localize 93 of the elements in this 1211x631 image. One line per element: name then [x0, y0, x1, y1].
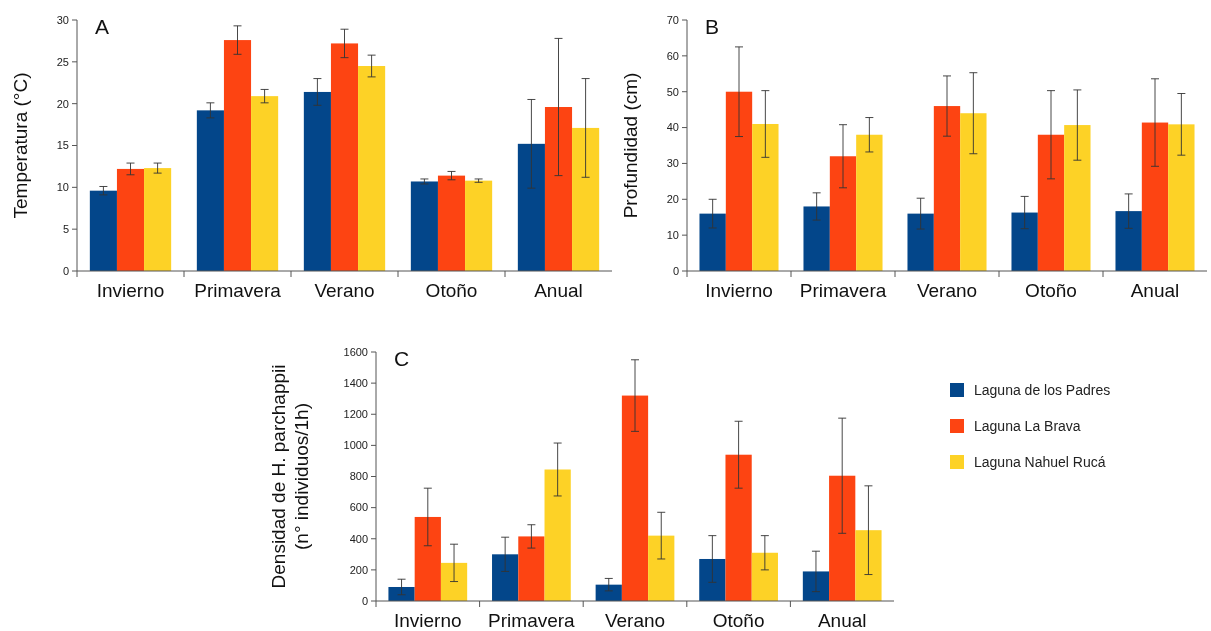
- bar: [699, 213, 726, 271]
- bar: [751, 552, 778, 601]
- bar: [855, 530, 882, 601]
- y-tick-label: 25: [56, 55, 69, 68]
- bar: [410, 181, 438, 271]
- y-tick-label: 0: [62, 264, 69, 277]
- bar: [829, 475, 856, 601]
- bar: [116, 168, 145, 271]
- bar: [517, 143, 545, 271]
- y-tick-label: 1000: [343, 439, 368, 452]
- legend-label: Laguna La Brava: [974, 417, 1081, 434]
- bar: [856, 134, 883, 271]
- x-tick-label: Otoño: [425, 280, 478, 301]
- y-tick-label: 50: [666, 85, 679, 98]
- y-tick-label: 40: [666, 121, 679, 134]
- y-tick-label: 20: [56, 97, 69, 110]
- y-tick-label: 1200: [343, 408, 368, 421]
- chart-title: B: [705, 15, 720, 38]
- y-tick-label: 400: [349, 532, 368, 545]
- bar: [802, 571, 830, 601]
- x-tick-label: Verano: [916, 280, 978, 301]
- x-tick-label: Verano: [604, 610, 666, 631]
- bar: [1141, 122, 1169, 271]
- y-tick-label: 20: [666, 193, 679, 206]
- y-tick-label: 0: [361, 594, 368, 607]
- bar: [303, 91, 331, 271]
- y-tick-label: 1600: [343, 345, 368, 358]
- bar: [358, 66, 386, 271]
- y-tick-label: 800: [349, 470, 368, 483]
- bar: [1011, 212, 1038, 271]
- x-tick-label: Anual: [1130, 280, 1180, 301]
- bar: [907, 213, 934, 271]
- x-tick-label: Invierno: [394, 610, 462, 631]
- bar: [572, 127, 600, 271]
- y-tick-label: 30: [56, 13, 69, 26]
- bar: [518, 536, 545, 601]
- y-tick-label: 1400: [343, 376, 368, 389]
- x-tick-label: Invierno: [96, 280, 165, 301]
- bar: [960, 113, 987, 271]
- bar: [595, 584, 622, 601]
- y-tick-label: 10: [56, 181, 69, 194]
- bar: [1037, 134, 1065, 271]
- y-tick-label: 30: [666, 157, 679, 170]
- y-tick-label: 600: [349, 501, 368, 514]
- bar: [1064, 125, 1091, 271]
- bar: [388, 586, 415, 601]
- bar: [752, 123, 779, 271]
- y-tick-label: 0: [672, 264, 679, 277]
- bar: [803, 206, 830, 271]
- chart-title: C: [394, 347, 410, 370]
- bar: [414, 516, 441, 601]
- x-tick-label: Anual: [534, 280, 583, 301]
- chart-title: A: [95, 15, 110, 38]
- y-tick-label: 5: [62, 223, 69, 236]
- bar: [544, 469, 571, 601]
- bar: [144, 168, 172, 271]
- bar: [437, 175, 466, 271]
- bar: [223, 40, 252, 271]
- bar: [621, 395, 649, 601]
- bar: [725, 91, 753, 271]
- x-tick-label: Invierno: [705, 280, 773, 301]
- x-tick-label: Primavera: [488, 610, 576, 631]
- bar: [251, 96, 279, 271]
- bar: [829, 156, 857, 271]
- legend-label: Laguna Nahuel Rucá: [974, 453, 1106, 470]
- bar: [933, 106, 961, 271]
- y-axis-title: Temperatura (°C): [10, 72, 31, 219]
- bar: [544, 107, 573, 271]
- x-tick-label: Otoño: [712, 610, 765, 631]
- x-tick-label: Primavera: [194, 280, 282, 301]
- bar: [89, 190, 117, 271]
- x-tick-label: Primavera: [799, 280, 887, 301]
- y-tick-label: 15: [56, 139, 69, 152]
- bar: [196, 110, 224, 271]
- bar: [725, 454, 752, 601]
- x-tick-label: Anual: [817, 610, 867, 631]
- bar: [492, 554, 519, 601]
- bar: [330, 43, 359, 271]
- y-tick-label: 10: [666, 228, 679, 241]
- bar: [648, 535, 675, 601]
- y-axis-title: Profundidad (cm): [620, 72, 641, 219]
- bar: [1168, 124, 1195, 271]
- y-axis-title: Densidad de H. parchappii (n° individuos/1h): [268, 364, 312, 589]
- bar: [699, 558, 726, 601]
- y-tick-label: 70: [666, 13, 679, 26]
- x-tick-label: Verano: [314, 280, 375, 301]
- x-tick-label: Otoño: [1025, 280, 1077, 301]
- legend-label: Laguna de los Padres: [974, 381, 1111, 398]
- bar: [465, 180, 493, 271]
- bar: [1115, 211, 1142, 271]
- y-tick-label: 60: [666, 49, 679, 62]
- y-tick-label: 200: [349, 563, 368, 576]
- bar: [440, 562, 468, 601]
